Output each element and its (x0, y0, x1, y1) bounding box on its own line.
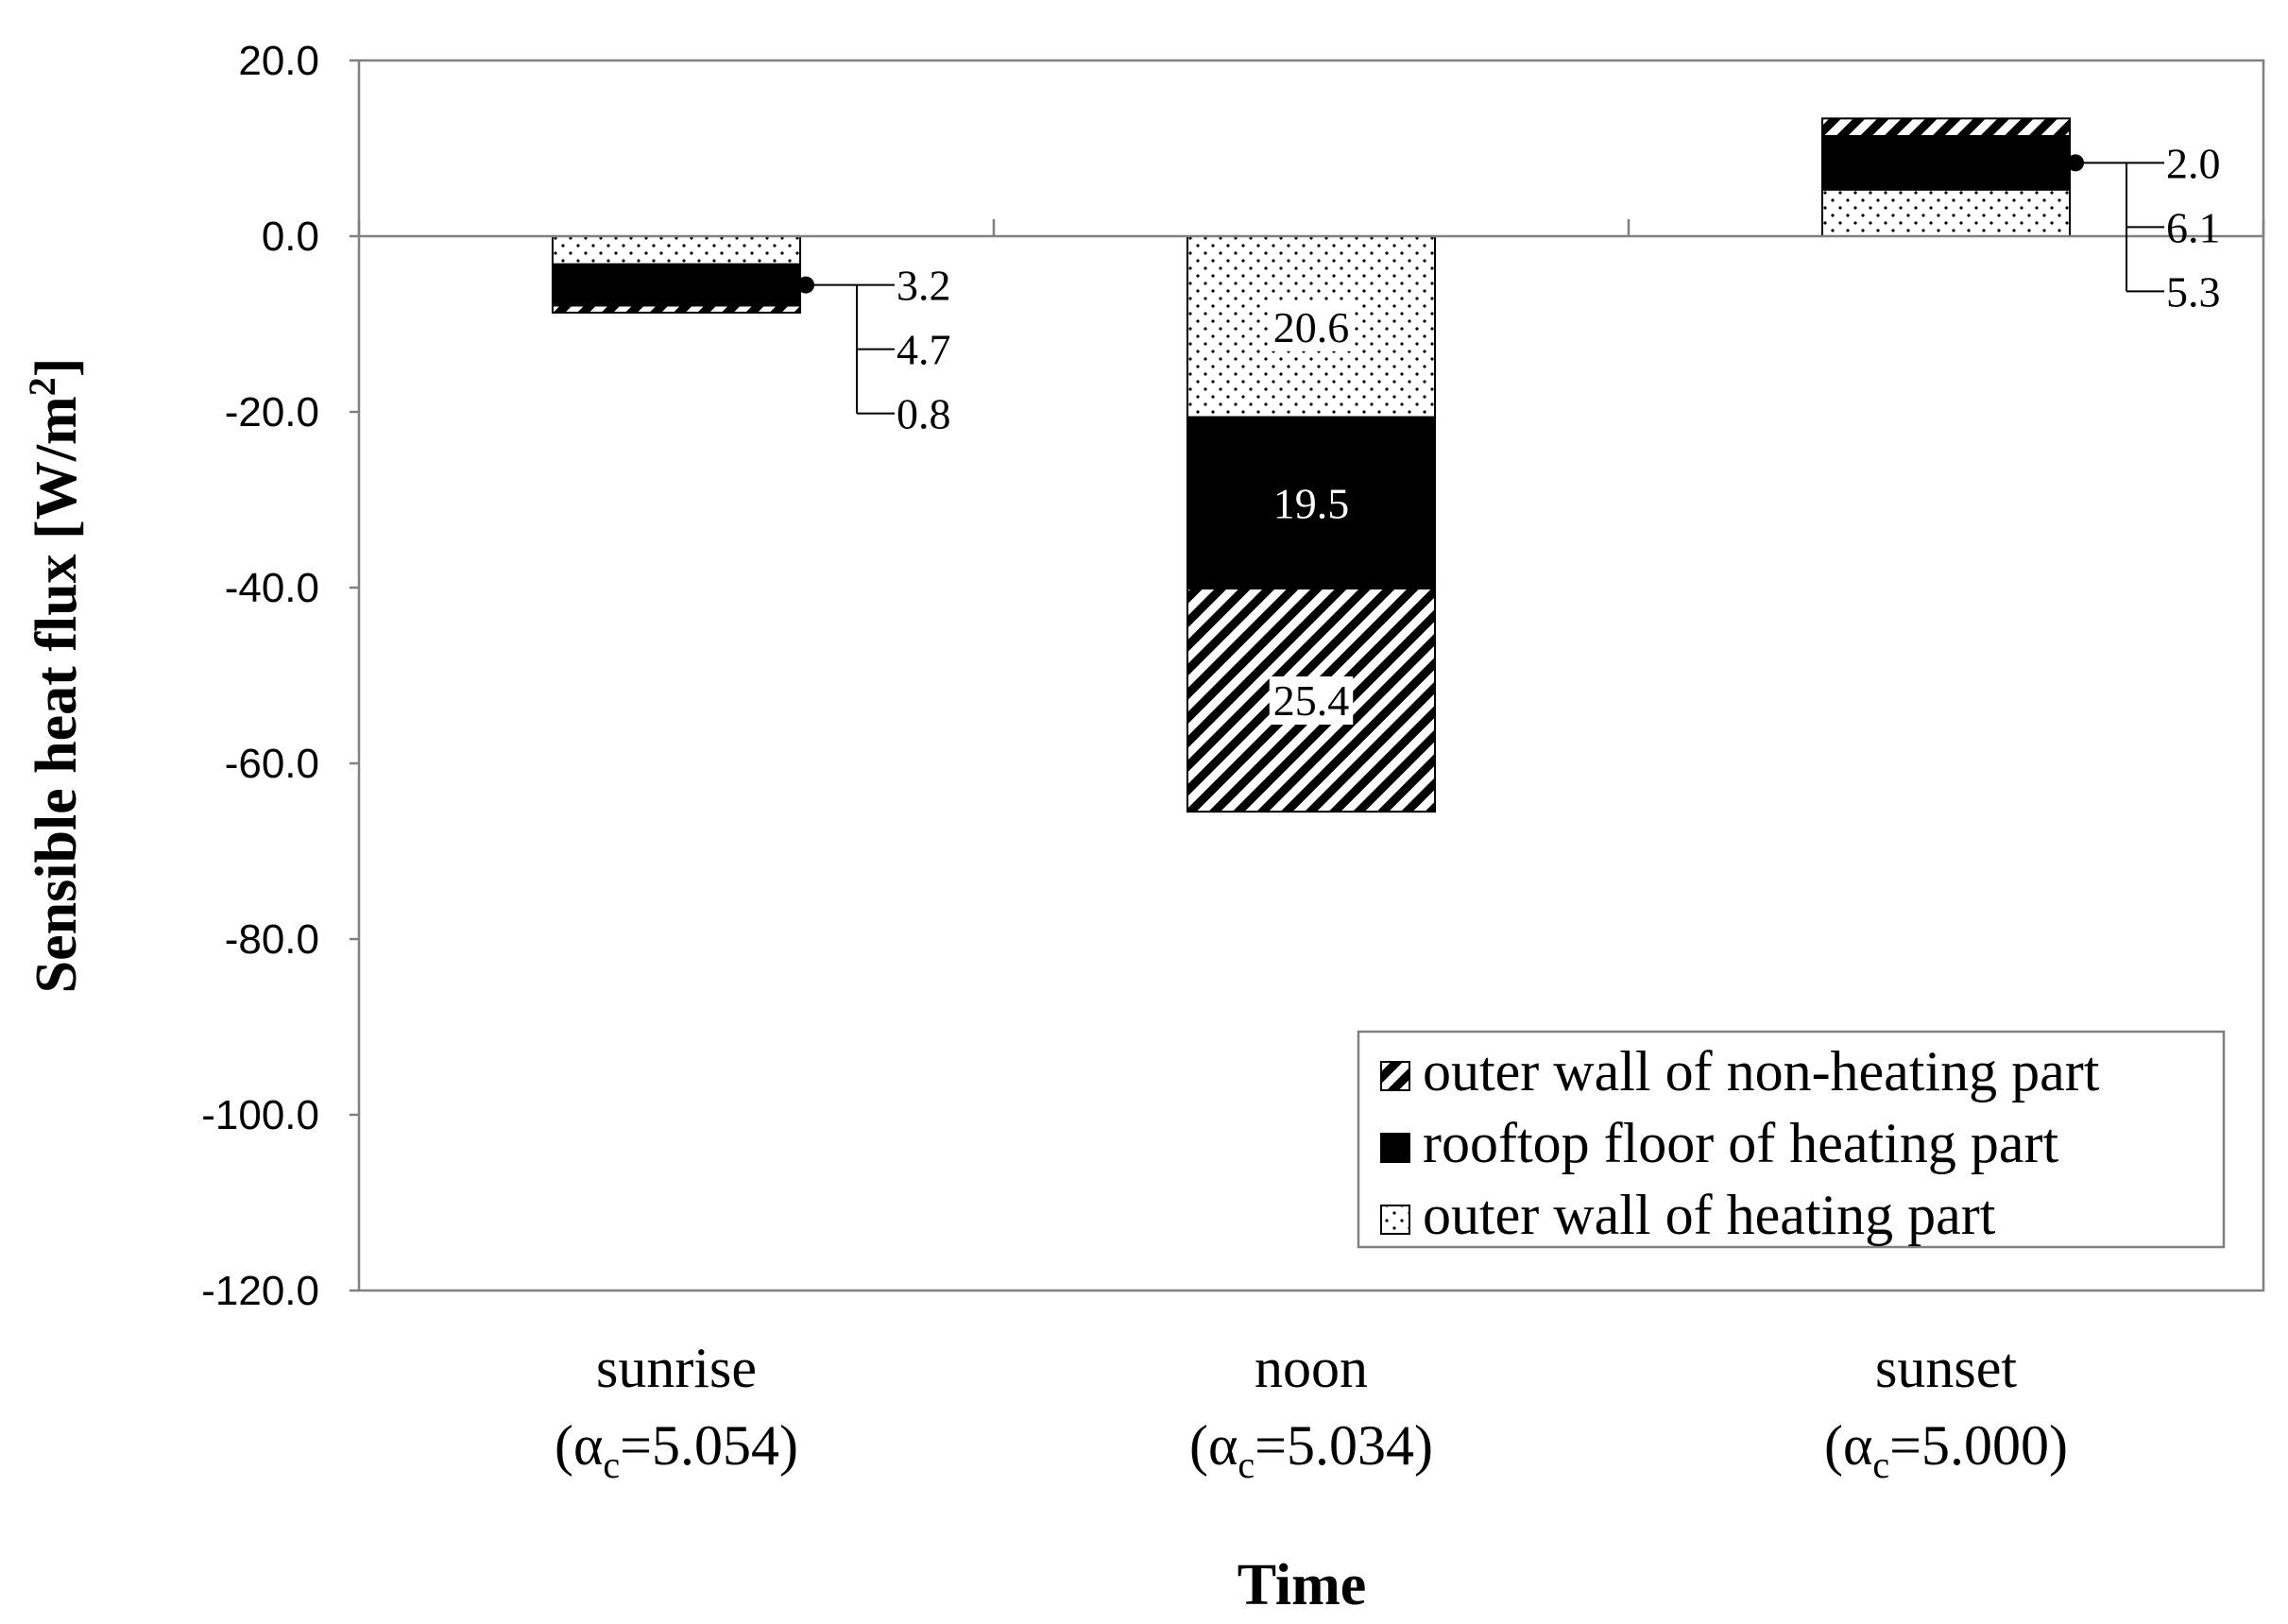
y-axis-title-main: Sensible heat flux [W/m (25, 396, 89, 993)
y-axis-title: Sensible heat flux [W/m2] (21, 358, 89, 994)
bar-data-label: 3.2 (896, 262, 951, 310)
bar-data-label: 2.0 (2166, 139, 2221, 187)
bar-segment-solid (1820, 134, 2072, 191)
bar-segment-dots (1820, 188, 2072, 238)
bar-data-labels: 3.2 4.7 0.8 20.6 19.5 25.4 2.0 6.1 5.3 (896, 139, 2221, 726)
bar-data-label: 4.7 (896, 326, 951, 374)
legend-swatch-dots (1380, 1205, 1410, 1235)
legend: outer wall of non-heating part rooftop fl… (1357, 1030, 2226, 1249)
y-tick-label: -100.0 (201, 1092, 319, 1138)
bar-data-label: 0.8 (896, 390, 951, 438)
category-labels: sunrise (αc=5.054) noon (αc=5.034) sunset (αc… (555, 1337, 2068, 1486)
bar-data-label: 19.5 (1273, 479, 1350, 527)
legend-swatch-solid (1380, 1133, 1410, 1163)
y-axis-title-end: ] (25, 358, 89, 378)
y-tick-label: -80.0 (225, 916, 319, 963)
bar-data-label: 6.1 (2166, 203, 2221, 251)
legend-label: outer wall of non-heating part (1423, 1040, 2100, 1103)
bar-segment-solid (551, 263, 802, 307)
bars-group (551, 117, 2072, 813)
category-label: noon (1255, 1337, 1368, 1399)
category-label: sunset (1875, 1337, 2017, 1399)
category-alpha-label: (αc=5.034) (1189, 1414, 1433, 1486)
y-tick-label: -40.0 (225, 565, 319, 611)
y-axis-title-sup: 2 (21, 377, 63, 396)
bar-segment-hatch (1820, 117, 2072, 137)
legend-box (1357, 1030, 2226, 1249)
y-tick-label: 20.0 (238, 38, 319, 84)
legend-label: rooftop floor of heating part (1423, 1112, 2058, 1174)
category-alpha-label: (αc=5.000) (1824, 1414, 2068, 1486)
bar-segment-solid (1186, 416, 1437, 590)
legend-swatch-hatch (1380, 1061, 1410, 1091)
category-alpha-label: (αc=5.054) (555, 1414, 798, 1486)
y-tick-label: 0.0 (262, 214, 319, 260)
y-tick-label: -60.0 (225, 741, 319, 787)
x-axis-title: Time (1238, 1553, 1367, 1617)
y-tick-label: -20.0 (225, 389, 319, 436)
category-label: sunrise (596, 1337, 757, 1399)
bar-data-label: 20.6 (1273, 303, 1350, 351)
x-axis-ticks (357, 219, 2265, 236)
bar-data-label: 5.3 (2166, 267, 2221, 316)
bar-segment-dots (551, 235, 802, 265)
bar-data-label-bg (1269, 676, 1354, 726)
bar-data-label-bg (1269, 302, 1354, 351)
leader-lines (797, 154, 2165, 415)
y-tick-label: -120.0 (201, 1268, 319, 1314)
y-axis-ticks: 20.0 0.0 -20.0 -40.0 -60.0 -80.0 -100.0 -120.0 (201, 38, 359, 1314)
bar-segment-hatch (551, 304, 802, 314)
legend-label: outer wall of heating part (1423, 1184, 1996, 1246)
bar-data-label: 25.4 (1273, 676, 1350, 725)
